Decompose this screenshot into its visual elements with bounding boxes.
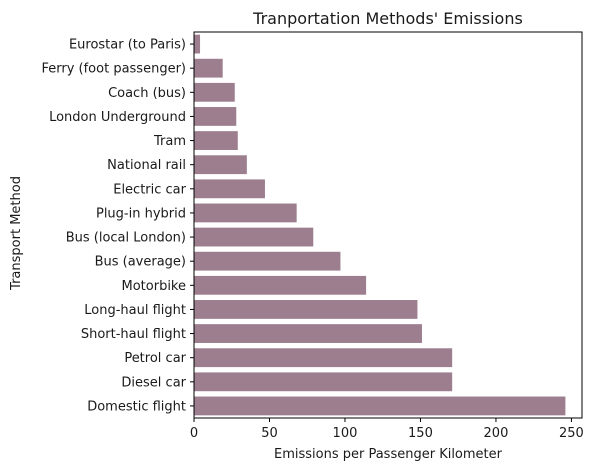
- y-tick-label-6: Electric car: [113, 182, 186, 197]
- bar-11: [194, 300, 418, 319]
- y-tick-label-0: Eurostar (to Paris): [69, 38, 186, 53]
- bar-7: [194, 203, 297, 223]
- plot-frame: [193, 31, 583, 419]
- y-tick-label-4: Tram: [153, 134, 186, 149]
- y-tick-label-8: Bus (local London): [66, 231, 186, 246]
- y-tick-label-15: Domestic flight: [87, 399, 186, 414]
- y-tick-label-13: Petrol car: [124, 351, 186, 366]
- bar-2: [194, 82, 235, 102]
- y-tick-label-10: Motorbike: [122, 279, 187, 294]
- bar-9: [194, 251, 341, 271]
- x-tick-label-0: 0: [190, 426, 198, 441]
- bars-layer: [194, 34, 566, 416]
- bar-4: [194, 131, 238, 150]
- bar-1: [194, 58, 223, 78]
- chart-title: Tranportation Methods' Emissions: [252, 9, 523, 28]
- y-tick-label-12: Short-haul flight: [81, 327, 186, 342]
- bar-6: [194, 179, 265, 199]
- y-tick-label-2: Coach (bus): [108, 86, 186, 101]
- bar-12: [194, 324, 422, 343]
- bar-14: [194, 372, 453, 392]
- bar-15: [194, 396, 566, 416]
- y-tick-label-9: Bus (average): [95, 255, 186, 270]
- x-axis-ticks: 0 50 100 150 200 250: [190, 418, 584, 441]
- y-tick-label-11: Long-haul flight: [84, 303, 186, 318]
- bar-5: [194, 155, 247, 175]
- y-tick-label-3: London Underground: [49, 110, 186, 125]
- y-axis-label: Transport Method: [9, 176, 24, 291]
- bar-10: [194, 275, 367, 295]
- y-tick-label-1: Ferry (foot passenger): [41, 62, 186, 77]
- x-tick-label-5: 250: [559, 426, 584, 441]
- bar-13: [194, 348, 453, 368]
- y-tick-label-5: National rail: [107, 158, 186, 173]
- y-tick-label-7: Plug-in hybrid: [96, 206, 186, 221]
- x-tick-label-4: 200: [484, 426, 509, 441]
- bar-8: [194, 227, 314, 247]
- x-axis-label: Emissions per Passenger Kilometer: [274, 447, 503, 462]
- x-tick-label-2: 100: [333, 426, 358, 441]
- bar-0: [194, 34, 201, 54]
- bar-3: [194, 107, 237, 126]
- y-axis-ticks: Eurostar (to Paris) Ferry (foot passenger…: [41, 38, 194, 414]
- x-tick-label-3: 150: [408, 426, 433, 441]
- y-tick-label-14: Diesel car: [121, 375, 186, 390]
- x-tick-label-1: 50: [261, 426, 278, 441]
